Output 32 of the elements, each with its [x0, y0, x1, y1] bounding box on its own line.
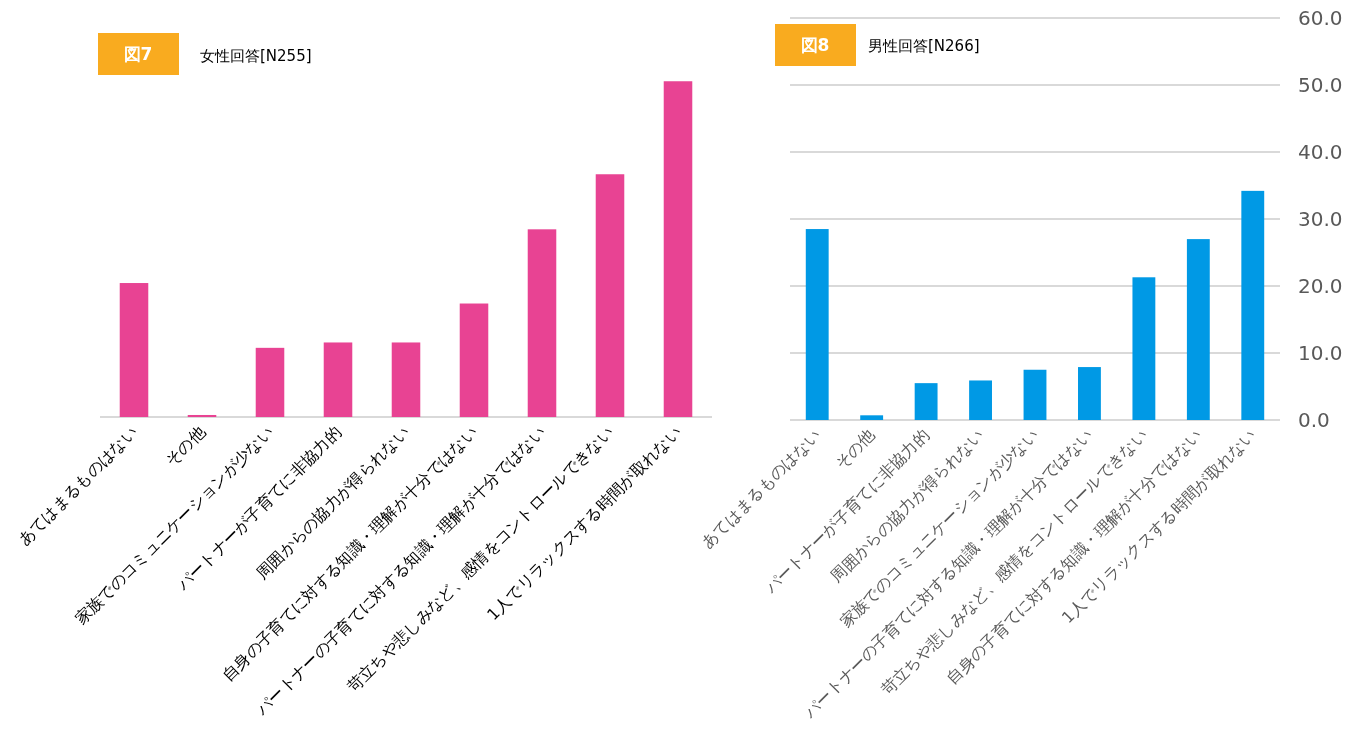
bar: [663, 81, 693, 417]
bar: [1241, 190, 1265, 420]
x-tick-label: その他: [831, 425, 879, 473]
y-tick-label: 0.0: [1298, 408, 1330, 432]
y-tick-label: 20.0: [1298, 274, 1343, 298]
bar: [391, 342, 421, 417]
bar: [914, 383, 938, 420]
bar: [860, 415, 884, 420]
bar: [969, 380, 992, 420]
bar: [119, 283, 149, 417]
bar: [187, 414, 217, 417]
x-tick-label: あてはまるものはない: [14, 422, 141, 549]
y-tick-label: 50.0: [1298, 73, 1343, 97]
chart-title: 女性回答[N255]: [200, 47, 312, 65]
x-tick-label: その他: [161, 422, 209, 470]
text: 男性回答[N266]: [868, 37, 980, 55]
bar: [459, 303, 489, 417]
y-tick-label: 40.0: [1298, 140, 1343, 164]
bar: [1132, 277, 1156, 420]
annotation: 図8: [800, 35, 830, 55]
bar: [1078, 367, 1101, 420]
caption: 図7: [123, 44, 153, 64]
bar: [323, 342, 353, 417]
bar: [255, 347, 285, 417]
y-tick-label: 30.0: [1298, 207, 1343, 231]
bar: [527, 229, 557, 417]
bar: [1023, 369, 1047, 420]
bar: [805, 229, 829, 420]
bar: [595, 174, 625, 417]
y-tick-label: 60.0: [1298, 6, 1343, 30]
bar: [1186, 239, 1210, 420]
y-tick-label: 10.0: [1298, 341, 1343, 365]
